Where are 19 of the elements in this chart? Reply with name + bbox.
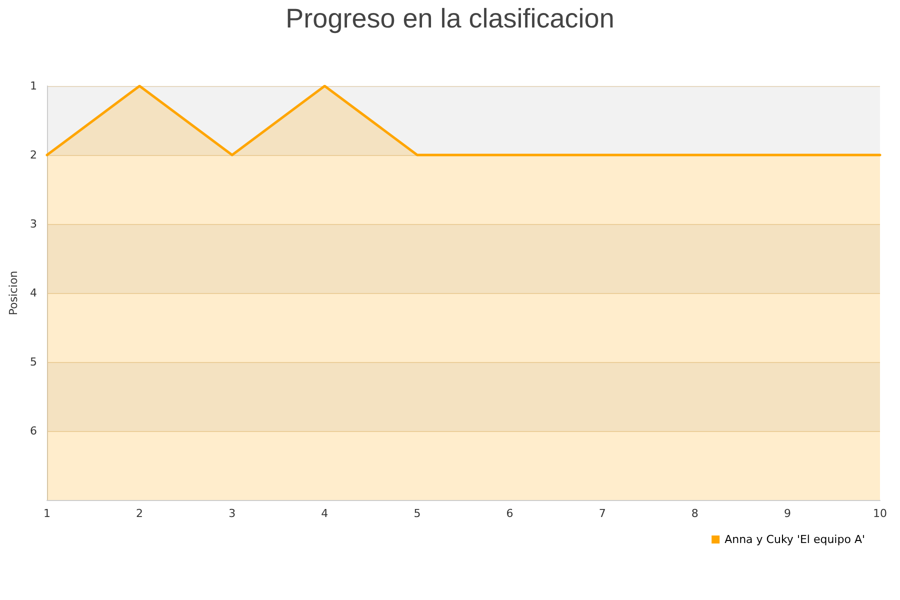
x-tick-label: 4: [321, 507, 328, 520]
x-tick-label: 3: [228, 507, 236, 520]
x-tick-label: 1: [44, 507, 50, 520]
chart-title: Progreso en la clasificacion: [286, 4, 614, 34]
x-tick-label: 9: [784, 507, 791, 520]
x-tick-label: 7: [598, 507, 606, 520]
y-tick-label: 6: [30, 424, 37, 438]
x-tick-label: 8: [691, 507, 698, 520]
x-tick-label: 5: [414, 507, 421, 520]
y-tick-label: 5: [30, 356, 37, 368]
y-tick-label: 4: [30, 286, 37, 300]
y-tick-label: 3: [30, 218, 37, 230]
y-tick-label: 2: [30, 148, 37, 162]
x-tick-label: 10: [873, 507, 887, 520]
y-axis-title: Posicion: [7, 270, 20, 316]
x-tick-label: 2: [136, 507, 144, 520]
y-tick-label: 1: [30, 80, 37, 92]
legend-label: Anna y Cuky 'El equipo A': [724, 533, 866, 546]
x-tick-label: 6: [506, 507, 514, 520]
